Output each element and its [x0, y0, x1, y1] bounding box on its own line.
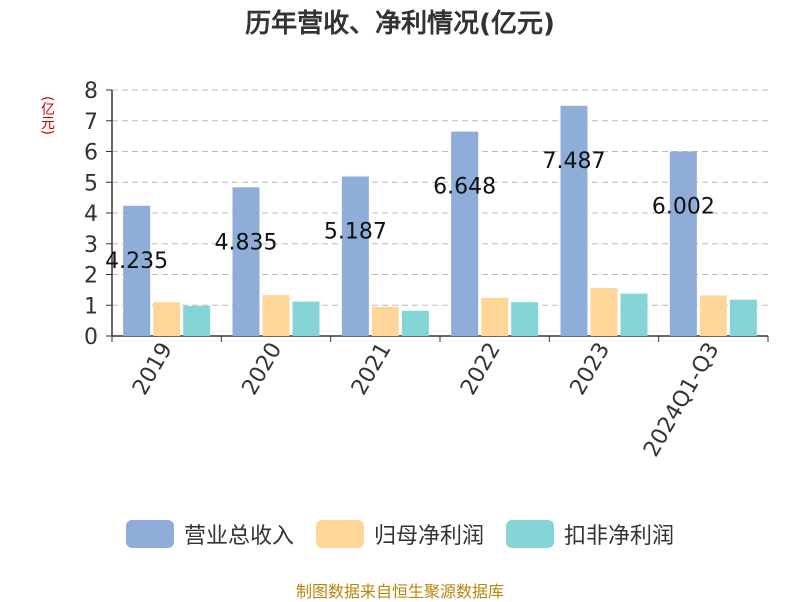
x-tick-label: 2019 [128, 339, 178, 400]
y-tick-label: 1 [84, 294, 98, 319]
x-tick-label: 2020 [238, 339, 288, 400]
legend: 营业总收入 归母净利润 扣非净利润 [0, 518, 800, 550]
bar-revenue [232, 187, 260, 336]
bar-deducted-profit [511, 302, 539, 336]
bar-deducted-profit [292, 301, 320, 336]
bar-deducted-profit [183, 305, 211, 336]
legend-item-revenue[interactable]: 营业总收入 [125, 518, 294, 550]
data-label: 5.187 [324, 219, 387, 244]
y-axis-unit: (亿元) [39, 96, 55, 135]
bar-net-profit [590, 288, 618, 336]
data-label: 6.648 [433, 175, 496, 200]
x-tick-label: 2021 [347, 339, 397, 400]
y-tick-label: 3 [84, 233, 98, 258]
legend-label-deducted-profit: 扣非净利润 [564, 524, 675, 549]
x-tick-label: 2024Q1-Q3 [639, 339, 724, 462]
y-tick-label: 5 [84, 171, 98, 196]
legend-item-net-profit[interactable]: 归母净利润 [315, 518, 484, 550]
bar-net-profit [481, 297, 509, 336]
bar-revenue [451, 131, 479, 336]
y-tick-label: 8 [84, 79, 98, 104]
y-tick-label: 6 [84, 141, 98, 166]
bar-revenue [560, 105, 588, 336]
data-source-note: 制图数据来自恒生聚源数据库 [295, 582, 504, 601]
legend-label-revenue: 营业总收入 [183, 524, 294, 549]
legend-item-deducted-profit[interactable]: 扣非净利润 [506, 518, 674, 550]
bar-net-profit [371, 306, 399, 336]
bar-net-profit [699, 295, 727, 336]
bar-net-profit [262, 295, 290, 336]
data-label: 4.835 [215, 230, 278, 255]
bar-deducted-profit [401, 310, 429, 336]
data-label: 6.002 [652, 194, 715, 219]
y-tick-label: 0 [84, 325, 98, 350]
chart-title: 历年营收、净利情况(亿元) [245, 9, 555, 39]
bar-deducted-profit [729, 299, 757, 336]
legend-swatch-revenue [125, 520, 174, 548]
y-tick-label: 7 [84, 110, 98, 135]
x-tick-label: 2023 [566, 339, 616, 400]
legend-swatch-net-profit [315, 520, 364, 548]
y-tick-label: 2 [84, 264, 98, 289]
bar-revenue [341, 176, 369, 336]
legend-swatch-deducted-profit [506, 520, 554, 548]
bar-deducted-profit [620, 293, 648, 336]
bar-revenue [123, 205, 151, 336]
data-label: 7.487 [543, 149, 606, 174]
y-tick-label: 4 [84, 202, 98, 227]
data-label: 4.235 [105, 249, 168, 274]
bar-net-profit [153, 302, 181, 336]
legend-label-net-profit: 归母净利润 [373, 524, 484, 549]
x-tick-label: 2022 [456, 338, 506, 399]
bar-revenue [669, 151, 697, 336]
